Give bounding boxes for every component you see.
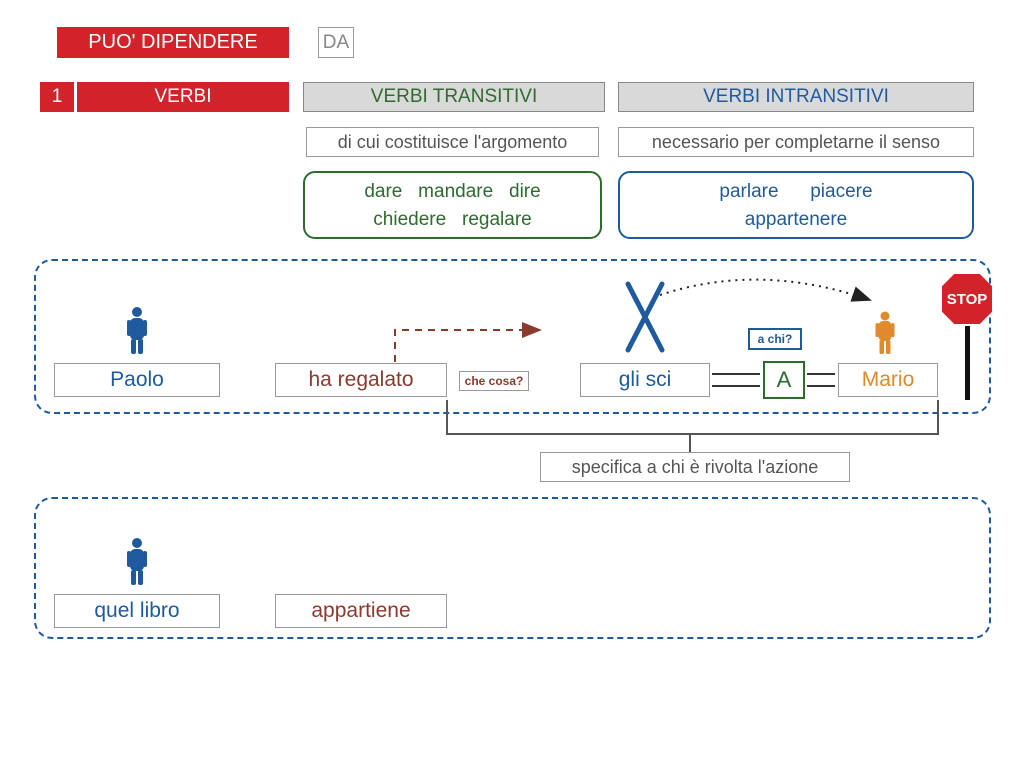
- title-box: PUO' DIPENDERE: [57, 27, 289, 58]
- senso-box: necessario per completarne il senso: [618, 127, 974, 157]
- stop-text: STOP: [940, 272, 994, 326]
- appartiene-box: appartiene: [275, 594, 447, 628]
- intransitive-verbs-list: parlare piacere appartenere: [618, 171, 974, 239]
- connector-left: [712, 370, 762, 390]
- intransitivi-box: VERBI INTRANSITIVI: [618, 82, 974, 112]
- da-box: DA: [318, 27, 354, 58]
- verb-regalato-box: ha regalato: [275, 363, 447, 397]
- a-chi-box: a chi?: [748, 328, 802, 350]
- trans-line1: dare mandare dire: [305, 181, 600, 203]
- trans-line2: chiedere regalare: [305, 209, 600, 231]
- transitivi-box: VERBI TRANSITIVI: [303, 82, 605, 112]
- person-paolo-icon: [125, 306, 149, 361]
- che-cosa-box: che cosa?: [459, 371, 529, 391]
- verbi-box: VERBI: [77, 82, 289, 112]
- bracket-label-box: specifica a chi è rivolta l'azione: [540, 452, 850, 482]
- person-libro-icon: [125, 537, 149, 592]
- stop-sign-icon: STOP: [940, 272, 994, 400]
- num-box: 1: [40, 82, 74, 112]
- mario-box: Mario: [838, 363, 938, 397]
- gli-sci-box: gli sci: [580, 363, 710, 397]
- ski-icon: [620, 278, 670, 361]
- intrans-line2: appartenere: [620, 209, 972, 231]
- paolo-box: Paolo: [54, 363, 220, 397]
- argomento-box: di cui costituisce l'argomento: [306, 127, 599, 157]
- quel-libro-box: quel libro: [54, 594, 220, 628]
- connector-right: [807, 370, 837, 390]
- prep-a-box: A: [763, 361, 805, 399]
- intrans-line1: parlare piacere: [620, 181, 972, 203]
- person-mario-icon: [874, 311, 896, 362]
- transitive-verbs-list: dare mandare dire chiedere regalare: [303, 171, 602, 239]
